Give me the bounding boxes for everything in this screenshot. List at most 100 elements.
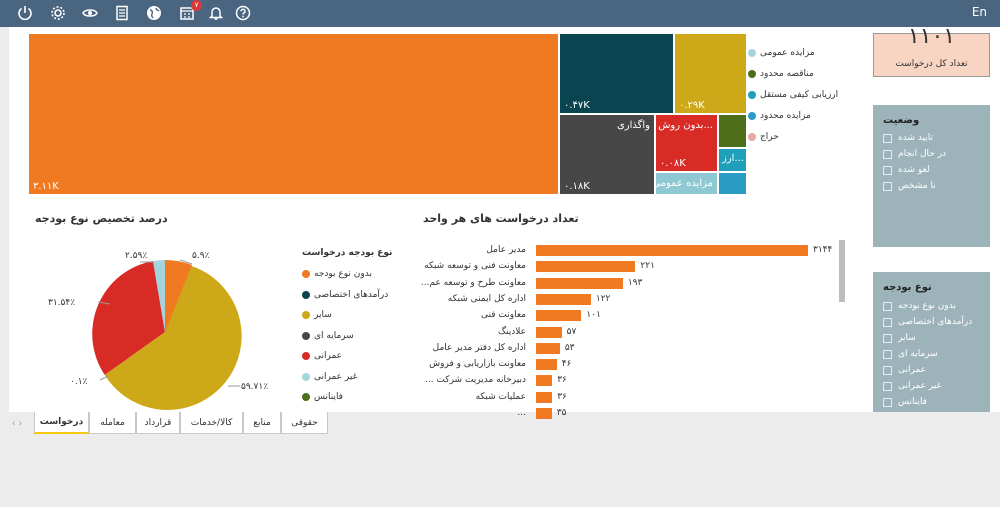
checkbox[interactable] (883, 349, 892, 359)
tab-requests[interactable]: درخواست (34, 412, 89, 434)
bar-label: اداره کل ایمنی شبکه (447, 293, 526, 304)
legend-item[interactable]: ارزیابی کیفی مستقل (748, 84, 838, 105)
checkbox[interactable] (883, 397, 892, 407)
bar-row[interactable]: ...معاونت طرح و توسعه عم ۱۹۳ (420, 277, 840, 290)
budget-filter-title: نوع بودجه (883, 282, 932, 293)
treemap-tile-5[interactable]: بدون روش ا... ۰.۰۸K (656, 115, 717, 171)
treemap-tile-9[interactable] (719, 173, 746, 194)
help-icon[interactable] (234, 4, 252, 22)
treemap-tile-8[interactable]: مزایده عمومی (656, 173, 717, 194)
treemap-tile-value: ۰.۴۷K (564, 100, 590, 111)
pie-slice-civil (92, 261, 165, 375)
budget-option[interactable]: سایر (883, 333, 916, 343)
bar[interactable] (536, 326, 562, 338)
bar[interactable] (536, 342, 560, 354)
budget-option[interactable]: عمرانی (883, 365, 926, 375)
checkbox[interactable] (883, 365, 892, 375)
checkbox[interactable] (883, 381, 892, 391)
legend-item[interactable]: سایر (302, 305, 388, 326)
status-option[interactable]: لغو شده (883, 165, 930, 175)
legend-item[interactable]: حراج (748, 126, 838, 147)
calendar-icon[interactable]: ۷ (178, 0, 202, 22)
pie-chart[interactable] (80, 250, 250, 410)
globe-icon[interactable] (145, 4, 163, 22)
total-requests-card: ۱۱۰۱ تعداد کل درخواست (873, 24, 990, 77)
tab-legal[interactable]: حقوقی (281, 412, 328, 434)
checkbox[interactable] (883, 333, 892, 343)
legend-dot (302, 290, 310, 299)
bar-row[interactable]: ... ۳۵ (420, 408, 840, 420)
bar[interactable] (536, 245, 808, 256)
legend-item[interactable]: غیر عمرانی (302, 367, 388, 388)
bar-row[interactable]: اداره کل دفتر مدیر عامل ۵۳ (420, 342, 840, 355)
legend-item[interactable]: فاینانس (302, 387, 388, 408)
treemap-tile-1[interactable]: ۳.۱۱K (29, 34, 558, 194)
bar-row[interactable]: اداره کل ایمنی شبکه ۱۲۲ (420, 293, 840, 306)
bar-row[interactable]: مدیر عامل ۳۱۴۴ (420, 245, 840, 257)
language-toggle[interactable]: En (971, 5, 987, 19)
legend-item[interactable]: مناقصه محدود (748, 63, 838, 84)
pie-label: ۵.۹٪ (192, 251, 210, 261)
bar-row[interactable]: ... دبیرخانه مدیریت شرکت ۳۶ (420, 375, 840, 387)
tab-resources[interactable]: منابع (243, 412, 281, 434)
bar-row[interactable]: معاونت فنی ۱۰۱ (420, 310, 840, 322)
status-option[interactable]: در حال انجام (883, 149, 946, 159)
treemap-tile-label: ارز... (722, 153, 744, 164)
budget-option[interactable]: فاینانس (883, 397, 927, 407)
bar-value: ۴۶ (561, 359, 572, 370)
eye-icon[interactable] (81, 4, 99, 22)
treemap-tile-4[interactable]: واگذاری ۰.۱۸K (560, 115, 654, 194)
treemap-tile-3[interactable]: ۰.۲۹K (675, 34, 746, 113)
bar[interactable] (536, 293, 591, 305)
bar-row[interactable]: علادینگ ۵۷ (420, 326, 840, 339)
page-tabs: درخواست معامله قرارداد کالا/خدمات منابع … (9, 412, 328, 434)
tab-goods-services[interactable]: کالا/خدمات (180, 412, 243, 434)
checkbox[interactable] (883, 165, 892, 175)
treemap-tile-2[interactable]: ۰.۴۷K (560, 34, 673, 113)
legend-item[interactable]: مزایده عمومی (748, 42, 838, 63)
budget-option[interactable]: درآمدهای اختصاصی (883, 317, 972, 327)
treemap-tile-6[interactable] (719, 115, 746, 147)
legend-item[interactable]: مزایده محدود (748, 105, 838, 126)
tab-scroll-arrows[interactable]: ‹ › (12, 419, 23, 429)
bar-row[interactable]: معاونت فنی و توسعه شبکه ۲۲۱ (420, 261, 840, 273)
bar[interactable] (536, 277, 623, 289)
tab-spacer (9, 412, 34, 434)
budget-option[interactable]: غیر عمرانی (883, 381, 941, 391)
bar-chart-scrollbar[interactable] (839, 240, 845, 302)
checkbox[interactable] (883, 133, 892, 143)
budget-option[interactable]: بدون نوع بودجه (883, 301, 956, 311)
legend-item[interactable]: بدون نوع بودجه (302, 264, 388, 285)
checkbox[interactable] (883, 301, 892, 311)
pie-legend: بدون نوع بودجه درآمدهای اختصاصی سایر سرم… (302, 264, 388, 408)
legend-item[interactable]: عمرانی (302, 346, 388, 367)
bar-row[interactable]: معاونت بازاریابی و فروش ۴۶ (420, 359, 840, 371)
document-icon[interactable] (113, 4, 131, 22)
checkbox[interactable] (883, 181, 892, 191)
bar-row[interactable]: عملیات شبکه ۳۶ (420, 391, 840, 404)
treemap-tile-label: مزایده عمومی (656, 178, 713, 189)
treemap-tile-label: بدون روش ا... (656, 120, 713, 131)
status-option[interactable]: تایید شده (883, 133, 933, 143)
legend-dot (302, 311, 310, 320)
bell-icon[interactable] (207, 4, 225, 22)
bar[interactable] (536, 261, 636, 273)
treemap-tile-value: ۰.۱۸K (564, 181, 590, 192)
checkbox[interactable] (883, 149, 892, 159)
pie-label: ۲.۵۹٪ (125, 251, 148, 261)
checkbox[interactable] (883, 317, 892, 327)
bar[interactable] (536, 391, 553, 403)
bar[interactable] (536, 408, 552, 419)
tab-deals[interactable]: معامله (89, 412, 136, 434)
status-option[interactable]: نا مشخص (883, 181, 936, 191)
bar[interactable] (536, 359, 557, 371)
legend-item[interactable]: درآمدهای اختصاصی (302, 285, 388, 306)
tab-contracts[interactable]: قرارداد (136, 412, 180, 434)
bar[interactable] (536, 375, 553, 387)
treemap-tile-7[interactable]: ارز... (719, 149, 746, 171)
power-icon[interactable] (16, 4, 34, 22)
bar[interactable] (536, 310, 582, 322)
legend-item[interactable]: سرمایه ای (302, 326, 388, 347)
gear-icon[interactable] (49, 4, 67, 22)
budget-option[interactable]: سرمایه ای (883, 349, 938, 359)
